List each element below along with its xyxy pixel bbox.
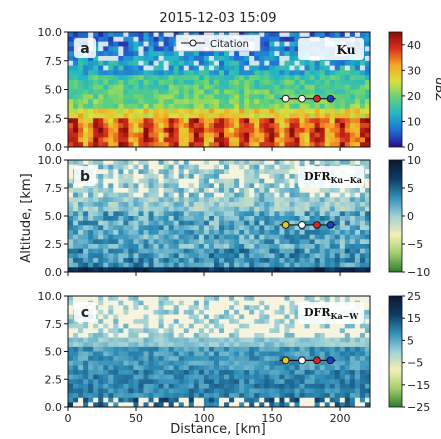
y-tick-label-c-3: 7.5 bbox=[45, 318, 63, 331]
track-marker-c-3 bbox=[326, 356, 335, 365]
y-tick-label-c-1: 2.5 bbox=[45, 373, 63, 386]
panel-letter-b: b bbox=[80, 169, 90, 185]
x-tick-label-1: 50 bbox=[129, 412, 143, 425]
y-tick-label-a-3: 7.5 bbox=[45, 55, 63, 68]
y-tick-label-a-0: 0.0 bbox=[45, 141, 63, 154]
y-tick-label-b-2: 5.0 bbox=[45, 210, 63, 223]
x-tick-label-0: 0 bbox=[65, 412, 72, 425]
colorbar-title-a: dBZ bbox=[433, 77, 441, 102]
colorbar-tick-label-c-2: −5 bbox=[407, 357, 423, 370]
legend-box bbox=[175, 34, 261, 52]
y-tick-label-c-0: 0.0 bbox=[45, 401, 63, 414]
track-marker-a-1 bbox=[298, 94, 306, 103]
colorbar-tick-label-c-5: 25 bbox=[407, 290, 421, 303]
panel-letter-box-c bbox=[74, 302, 96, 322]
panel-letter-box-a bbox=[74, 38, 96, 58]
colorbar-tick-label-b-0: −10 bbox=[407, 266, 430, 279]
track-marker-b-3 bbox=[326, 221, 335, 229]
track-marker-a-2 bbox=[313, 94, 321, 103]
panel-a: 0.0 2.5 5.0 7.5 10.0 a Ku Citation 0 10 20 30 40 dBZ bbox=[38, 26, 441, 154]
panel-letter-a: a bbox=[80, 41, 89, 57]
x-tick-label-2: 100 bbox=[194, 412, 215, 425]
variable-subscript-c: Ka−W bbox=[331, 311, 360, 321]
legend: Citation bbox=[175, 34, 261, 52]
variable-subscript-b: Ku−Ka bbox=[331, 175, 362, 185]
colorbar-c bbox=[388, 295, 403, 408]
colorbar-tick-label-b-4: 10 bbox=[407, 154, 421, 167]
colorbar-tick-label-a-0: 0 bbox=[407, 141, 414, 154]
variable-label-a: Ku bbox=[337, 43, 356, 57]
chart-title: 2015-12-03 15:09 bbox=[159, 11, 276, 26]
variable-label-box-b bbox=[298, 166, 364, 188]
track-marker-b-1 bbox=[298, 221, 306, 229]
colorbar-tick-label-a-4: 40 bbox=[407, 39, 421, 52]
colorbar-tick-label-b-3: 5 bbox=[407, 182, 414, 195]
colorbar-tick-label-a-2: 20 bbox=[407, 90, 421, 103]
track-marker-c-0 bbox=[281, 356, 290, 365]
colorbar-tick-label-a-3: 30 bbox=[407, 64, 421, 77]
y-tick-label-c-4: 10.0 bbox=[38, 290, 63, 303]
track-marker-a-3 bbox=[326, 94, 335, 103]
colorbar-tick-label-a-1: 10 bbox=[407, 115, 421, 128]
x-tick-label-3: 150 bbox=[262, 412, 283, 425]
track-marker-b-0 bbox=[281, 221, 290, 229]
track-marker-c-1 bbox=[298, 356, 306, 365]
panel-letter-c: c bbox=[81, 305, 89, 321]
y-tick-label-c-2: 5.0 bbox=[45, 346, 63, 359]
x-axis-label: Distance, [km] bbox=[170, 422, 265, 437]
y-tick-label-a-2: 5.0 bbox=[45, 84, 63, 97]
y-tick-label-b-0: 0.0 bbox=[45, 266, 63, 279]
variable-label-box-a bbox=[298, 38, 364, 60]
y-tick-label-a-4: 10.0 bbox=[38, 26, 63, 39]
colorbar-a bbox=[388, 31, 403, 148]
panels: 0.02.55.07.510.0a KuCitation010203040dBZ0… bbox=[38, 26, 441, 425]
variable-label-box-c bbox=[298, 302, 364, 324]
track-marker-a-0 bbox=[281, 94, 290, 103]
y-tick-label-a-1: 2.5 bbox=[45, 112, 63, 125]
y-tick-label-b-1: 2.5 bbox=[45, 238, 63, 251]
legend-marker bbox=[189, 39, 197, 47]
panel-letter-box-b bbox=[74, 166, 96, 186]
x-tick-label-4: 200 bbox=[330, 412, 351, 425]
colorbar-tick-label-c-4: 15 bbox=[407, 312, 421, 325]
y-tick-label-b-3: 7.5 bbox=[45, 182, 63, 195]
y-tick-label-b-4: 10.0 bbox=[38, 154, 63, 167]
colorbar-tick-label-b-1: −5 bbox=[407, 238, 423, 251]
track-marker-b-2 bbox=[313, 221, 321, 229]
y-axis-label: Altitude, [km] bbox=[19, 173, 34, 262]
track-marker-c-2 bbox=[313, 356, 321, 365]
legend-entry-citation: Citation bbox=[210, 39, 249, 50]
colorbar-tick-label-c-3: 5 bbox=[407, 334, 414, 347]
colorbar-tick-label-c-0: −25 bbox=[407, 401, 430, 414]
colorbar-tick-label-b-2: 0 bbox=[407, 210, 414, 223]
colorbar-tick-label-c-1: −15 bbox=[407, 379, 430, 392]
colorbar-b bbox=[388, 159, 403, 273]
